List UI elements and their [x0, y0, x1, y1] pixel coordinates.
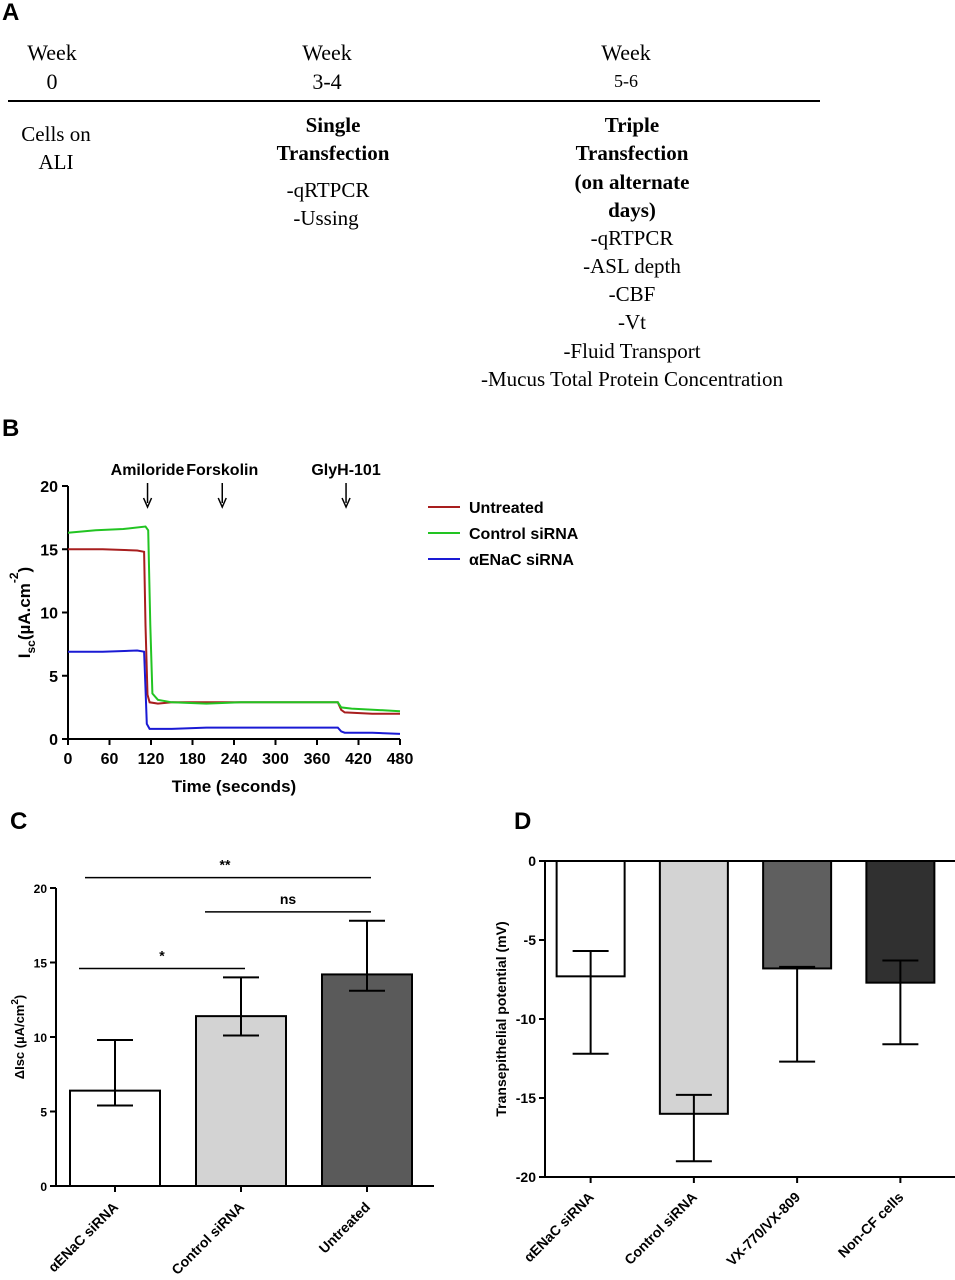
- bar-2: [321, 973, 413, 1187]
- col2-item-5: -Mucus Total Protein Concentration: [481, 367, 784, 391]
- annotation-label: GlyH-101: [311, 462, 380, 479]
- series-line-1: [67, 525, 401, 713]
- col1-item-1: -Ussing: [293, 206, 359, 230]
- x-tick-label: 120: [138, 751, 165, 768]
- annotation-label: Amiloride: [111, 462, 185, 479]
- category-label-2: VX-770/VX-809: [723, 1189, 803, 1269]
- y-tick-label: -5: [524, 932, 537, 948]
- col1-heading-1: Transfection: [277, 141, 390, 165]
- y-tick-label: 10: [34, 1031, 48, 1045]
- chart-b-plot: 0 5 10 15 20 0 60 120 180 240 300 360 420 480 Time (se…: [7, 462, 579, 796]
- y-axis-title: ΔIsc (µA/cm2): [10, 995, 27, 1080]
- col2-item-3: -Vt: [618, 310, 646, 334]
- y-axis-title-part: ): [12, 995, 27, 999]
- x-tick-label: 240: [221, 751, 248, 768]
- series-line-2: [68, 649, 401, 735]
- y-tick-label: 10: [40, 606, 58, 623]
- x-tick-label: 480: [387, 751, 414, 768]
- col2-item-0: -qRTPCR: [591, 226, 674, 250]
- y-tick-label: 5: [40, 1106, 47, 1120]
- col0-item-1: ALI: [39, 150, 74, 174]
- y-tick-label: 15: [34, 957, 48, 971]
- chart-c-plot: 0 5 10 15 20 αENaC siRNA Control siRNA Untreate…: [10, 857, 434, 1278]
- panel-a-letter: A: [2, 0, 19, 26]
- week-5-6-value: 5-6: [614, 71, 638, 91]
- panel-d: D 0 -5 -10 -15 -20 αENaC siRNA Control siRNA VX…: [493, 808, 955, 1269]
- y-tick-label: 0: [49, 732, 58, 749]
- week-3-4-value: 3-4: [312, 69, 341, 94]
- panel-a: A Week 0 Week 3-4 Week 5-6 Cells on ALI …: [2, 0, 820, 391]
- col1-item-0: -qRTPCR: [287, 178, 370, 202]
- chart-d-plot: 0 -5 -10 -15 -20 αENaC siRNA Control siRNA VX-7…: [493, 853, 955, 1269]
- y-axis-title: Transepithelial potential (mV): [493, 921, 509, 1116]
- col2-item-4: -Fluid Transport: [563, 339, 700, 363]
- significance-label-2: *: [159, 947, 165, 963]
- col2-item-1: -ASL depth: [583, 254, 681, 278]
- panel-b-letter: B: [2, 415, 19, 442]
- x-axis-title: Time (seconds): [172, 777, 296, 796]
- annotation-arrow-head: [341, 497, 351, 509]
- annotation-arrow-head: [142, 497, 153, 509]
- y-axis-title-part: -2: [7, 572, 21, 583]
- category-label-0: αENaC siRNA: [45, 1199, 121, 1275]
- y-axis-title: Isc(µA.cm-2): [7, 567, 38, 658]
- panel-c: C 0 5 10 15 20 αENaC siRNA Control siRNA Untrea…: [10, 808, 434, 1278]
- y-axis-title-part: ): [15, 567, 34, 573]
- y-tick-label: 0: [528, 853, 536, 869]
- col2-item-2: -CBF: [609, 282, 656, 306]
- y-tick-label: -10: [516, 1011, 536, 1027]
- significance-label-0: **: [220, 857, 231, 873]
- col1-heading-0: Single: [306, 113, 361, 137]
- x-tick-label: 360: [304, 751, 331, 768]
- legend-label-0: Untreated: [469, 500, 544, 517]
- annotation-arrow-head: [217, 497, 227, 509]
- y-axis-title-part: ΔIsc (µA/cm: [12, 1005, 27, 1080]
- col2-heading-2: (on alternate: [575, 170, 690, 194]
- category-label-3: Non-CF cells: [835, 1189, 907, 1261]
- legend-label-2: αENaC siRNA: [469, 552, 574, 569]
- panel-b: B 0 5 10 15 20 0 60 120 180 240 300 360 420 480 Time (…: [2, 415, 579, 796]
- week-0-label: Week: [27, 40, 77, 65]
- col0-item-0: Cells on: [21, 122, 91, 146]
- y-tick-label: 5: [49, 669, 58, 686]
- category-label-1: Control siRNA: [168, 1199, 247, 1278]
- y-tick-label: 20: [40, 479, 58, 496]
- bar-1: [195, 1015, 287, 1188]
- panel-d-letter: D: [514, 808, 531, 835]
- y-tick-label: 15: [40, 542, 58, 559]
- col2-heading-0: Triple: [605, 113, 659, 137]
- bar-1: [658, 860, 729, 1115]
- category-label-1: Control siRNA: [621, 1189, 700, 1268]
- x-tick-label: 300: [262, 751, 289, 768]
- week-0-value: 0: [47, 69, 58, 94]
- significance-label-1: ns: [280, 891, 297, 907]
- panel-c-letter: C: [10, 808, 27, 835]
- category-label-2: Untreated: [316, 1199, 374, 1257]
- week-5-6-label: Week: [601, 40, 651, 65]
- col2-heading-3: days): [608, 198, 656, 222]
- x-tick-label: 420: [345, 751, 372, 768]
- x-tick-label: 60: [101, 751, 119, 768]
- y-tick-label: -15: [516, 1090, 536, 1106]
- bar-2: [762, 860, 833, 970]
- x-tick-label: 0: [64, 751, 73, 768]
- y-axis-title-part: I: [15, 654, 34, 659]
- x-tick-label: 180: [179, 751, 206, 768]
- week-3-4-label: Week: [302, 40, 352, 65]
- y-axis-title-part: (µA.cm: [15, 583, 34, 640]
- y-tick-label: -20: [516, 1169, 536, 1185]
- col2-heading-1: Transfection: [576, 141, 689, 165]
- y-tick-label: 0: [40, 1180, 47, 1194]
- category-label-0: αENaC siRNA: [520, 1189, 596, 1265]
- legend-label-1: Control siRNA: [469, 526, 579, 543]
- series-line-0: [68, 548, 400, 715]
- y-axis-title-part: sc: [24, 640, 38, 654]
- y-axis-title-part: 2: [10, 999, 21, 1005]
- y-tick-label: 20: [34, 882, 48, 896]
- annotation-label: Forskolin: [186, 462, 258, 479]
